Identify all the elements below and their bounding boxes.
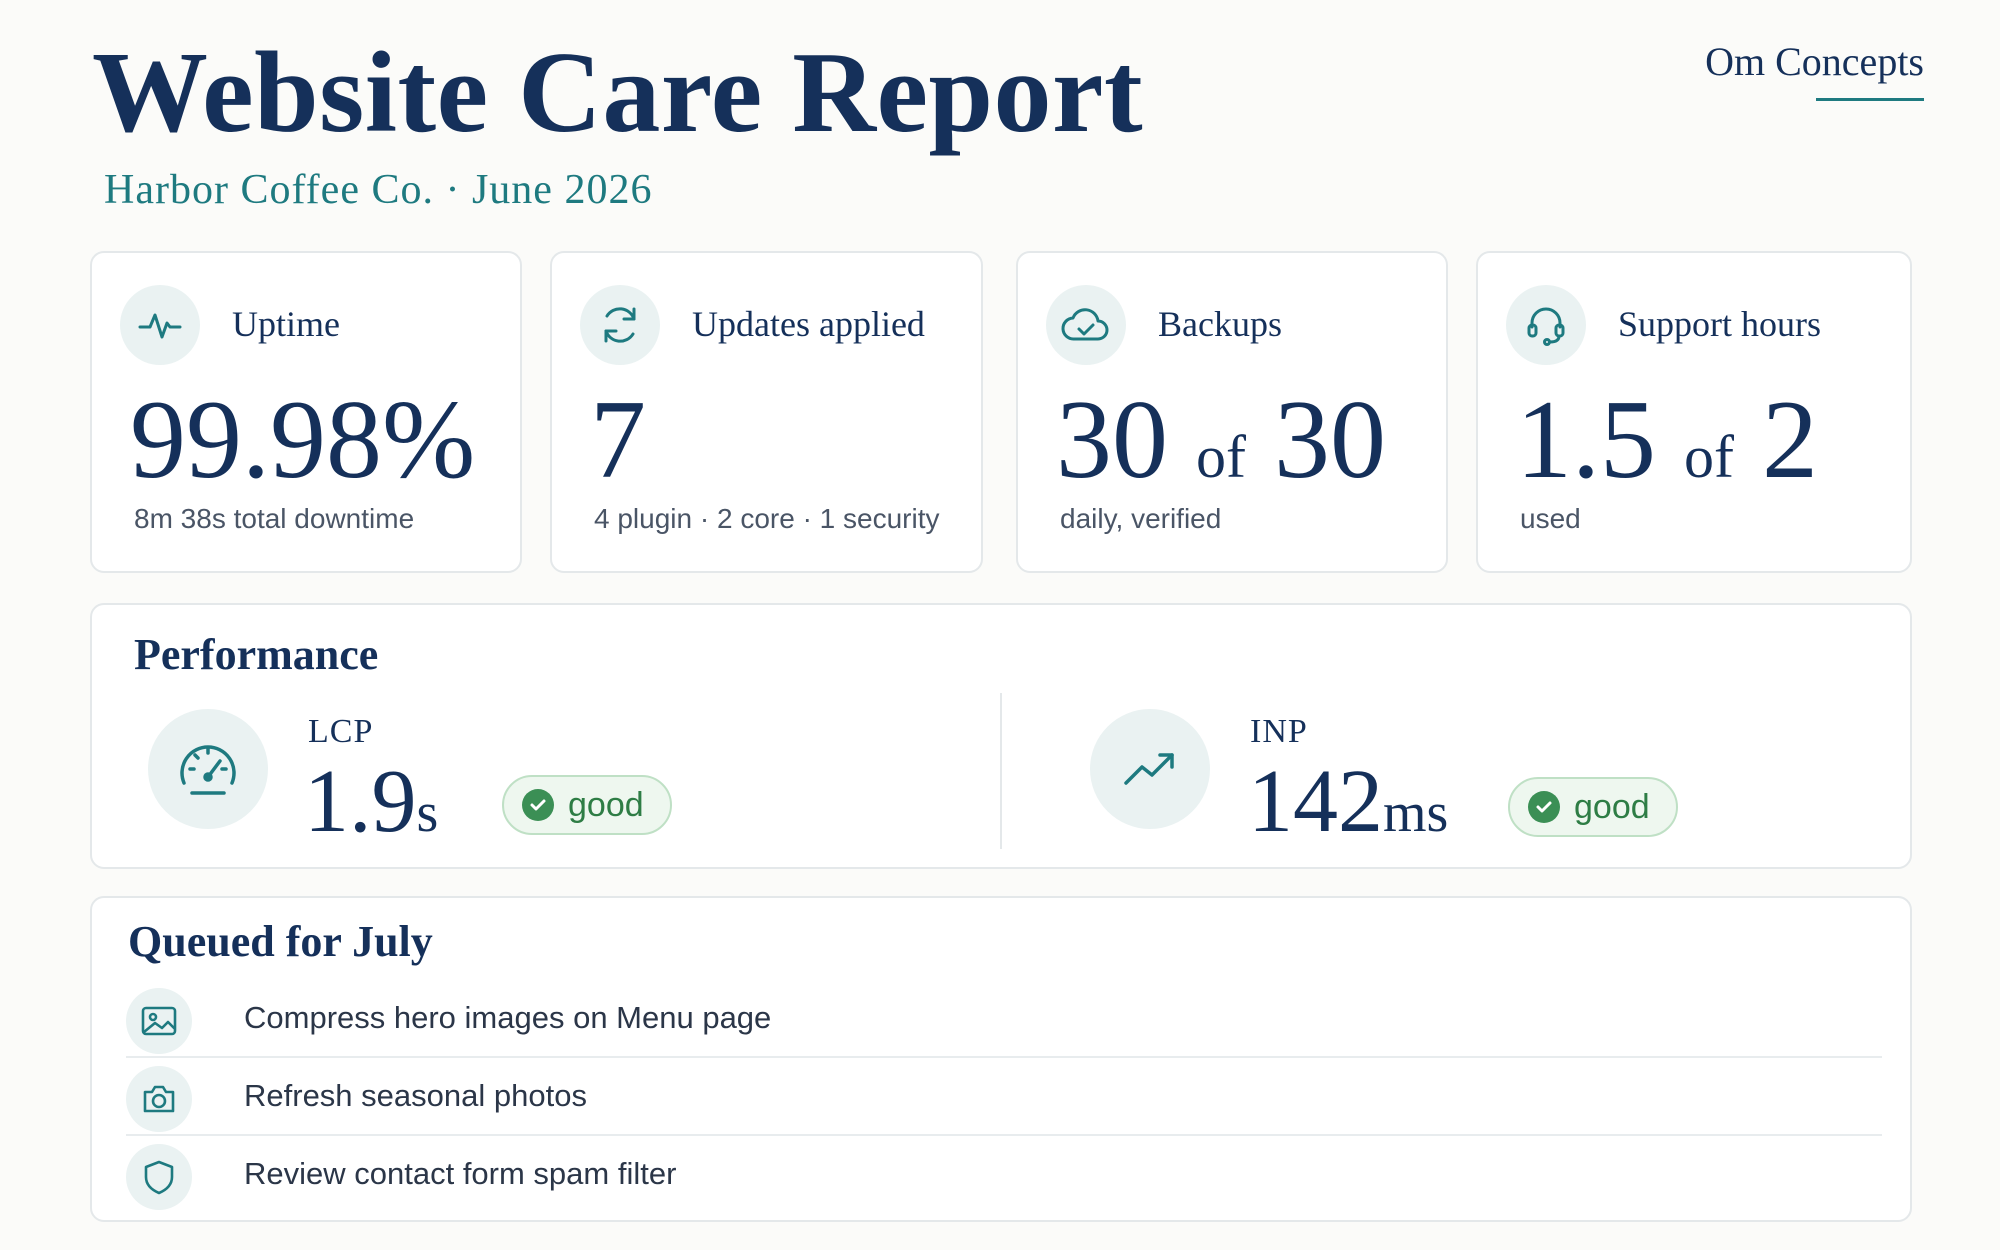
inp-status-badge: good [1508,777,1678,837]
queue-item-text: Review contact form spam filter [244,1156,677,1191]
queue-card: Queued for July Compress hero images on … [90,896,1912,1222]
list-item: Compress hero images on Menu page [126,980,1882,1058]
support-of: of [1684,424,1734,490]
queue-item-text: Compress hero images on Menu page [244,1000,772,1035]
performance-title: Performance [134,630,379,679]
page-subtitle: Harbor Coffee Co. · June 2026 [104,167,653,213]
check-icon [522,789,554,821]
pulse-icon [120,285,200,365]
page-title: Website Care Report [92,29,1144,157]
gauge-icon [148,709,268,829]
list-item: Review contact form spam filter [126,1136,1882,1214]
uptime-value: 99.98% [130,378,476,502]
lcp-status-text: good [568,785,644,824]
uptime-caption: 8m 38s total downtime [134,503,415,534]
inp-value: 142ms [1248,757,1448,847]
lcp-label: LCP [308,713,374,750]
performance-card: Performance LCP 1.9s good INP 142ms [90,603,1912,869]
brand-name: Om Concepts [1705,39,1924,84]
support-card: Support hours 1.5 of 2 used [1476,251,1912,573]
inp-unit: ms [1383,782,1449,844]
list-item: Refresh seasonal photos [126,1058,1882,1136]
uptime-card: Uptime 99.98% 8m 38s total downtime [90,251,522,573]
support-value: 1.5 of 2 [1516,378,1818,502]
backups-label: Backups [1158,304,1282,344]
updates-caption: 4 plugin · 2 core · 1 security [594,503,940,534]
backups-count: 30 [1056,378,1168,502]
backups-value: 30 of 30 [1056,378,1386,502]
check-icon [1528,791,1560,823]
brand-underline [1816,98,1924,101]
updates-card: Updates applied 7 4 plugin · 2 core · 1 … [550,251,983,573]
camera-icon [126,1066,192,1132]
queue-title: Queued for July [128,917,433,966]
cloud-check-icon [1046,285,1126,365]
shield-icon [126,1144,192,1210]
refresh-icon [580,285,660,365]
updates-label: Updates applied [692,304,925,344]
lcp-status-badge: good [502,775,672,835]
lcp-number: 1.9 [304,752,417,851]
image-icon [126,988,192,1054]
headset-icon [1506,285,1586,365]
inp-label: INP [1250,713,1308,750]
performance-divider [1000,693,1002,849]
support-caption: used [1520,503,1581,534]
inp-number: 142 [1248,752,1383,851]
updates-value: 7 [590,378,646,502]
support-label: Support hours [1618,304,1822,344]
trend-up-icon [1090,709,1210,829]
support-used: 1.5 [1516,378,1656,502]
backups-total: 30 [1273,378,1386,502]
backups-of: of [1196,424,1246,490]
backups-card: Backups 30 of 30 daily, verified [1016,251,1448,573]
uptime-label: Uptime [232,304,340,344]
support-total: 2 [1761,378,1818,502]
backups-caption: daily, verified [1060,503,1222,534]
queue-item-text: Refresh seasonal photos [244,1078,587,1113]
lcp-value: 1.9s [304,757,438,847]
lcp-unit: s [416,782,439,844]
inp-status-text: good [1574,787,1650,826]
